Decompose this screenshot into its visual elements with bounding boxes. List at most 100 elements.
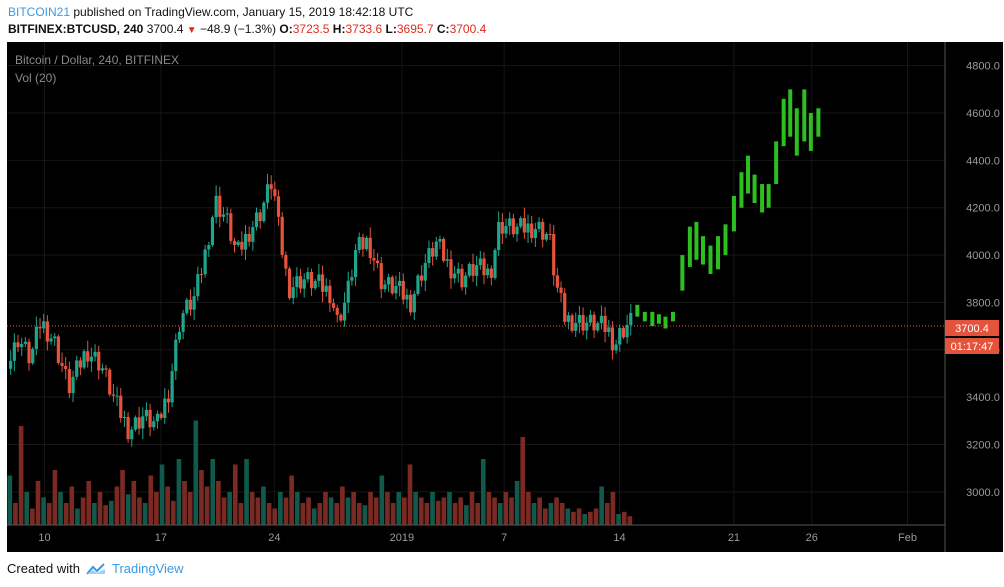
- candle-body: [552, 233, 556, 276]
- price-tick-label: 3000.0: [966, 487, 1000, 499]
- candle-body: [265, 184, 270, 203]
- candle-body: [416, 275, 420, 294]
- candle-body: [482, 258, 486, 276]
- candle-body: [504, 225, 508, 234]
- volume-bar: [362, 505, 368, 525]
- candle-body: [445, 259, 449, 261]
- candle-body: [618, 327, 622, 345]
- candle-body: [438, 238, 442, 242]
- candle-body: [530, 223, 534, 238]
- price-tick-label: 4200.0: [966, 203, 1000, 215]
- volume-bar: [503, 492, 509, 525]
- volume-bar: [559, 503, 565, 525]
- volume-indicator-label[interactable]: Vol (20): [15, 71, 56, 85]
- candle-body: [537, 221, 541, 230]
- candle-body: [67, 369, 71, 394]
- volume-bar: [548, 503, 554, 525]
- time-tick-label: 14: [613, 532, 625, 544]
- volume-bar: [351, 492, 356, 525]
- volume-bar: [244, 459, 249, 525]
- candle-body: [548, 233, 552, 235]
- projection-bar: [680, 255, 685, 291]
- volume-bar: [103, 505, 108, 525]
- candle-body: [449, 259, 453, 279]
- candle-body: [486, 268, 490, 276]
- publish-line: BITCOIN21 published on TradingView.com, …: [8, 5, 413, 19]
- author-link[interactable]: BITCOIN21: [8, 5, 71, 19]
- volume-bar: [317, 503, 323, 525]
- candle-body: [368, 237, 372, 258]
- volume-bar: [75, 508, 80, 525]
- published-text: published on TradingView.com, January 15…: [70, 5, 414, 19]
- candle-body: [500, 222, 504, 234]
- volume-bar: [402, 497, 407, 525]
- volume-bar: [294, 492, 300, 525]
- volume-bar: [447, 492, 452, 525]
- candle-body: [467, 264, 471, 276]
- candle-body: [56, 336, 60, 363]
- time-tick-label: Feb: [898, 532, 917, 544]
- candle-body: [207, 245, 211, 250]
- volume-bar: [187, 492, 193, 525]
- candle-body: [331, 303, 336, 308]
- down-arrow-icon: ▼: [186, 25, 197, 36]
- volume-bar: [452, 503, 458, 525]
- projection-bar: [739, 172, 744, 208]
- candle-body: [82, 351, 86, 368]
- candle-body: [309, 272, 314, 289]
- projection-bar: [752, 174, 757, 203]
- candle-body: [240, 241, 244, 250]
- candle-body: [97, 351, 101, 371]
- volume-bar: [7, 475, 13, 525]
- candle-body: [563, 293, 567, 322]
- volume-bar: [424, 503, 430, 525]
- chart-area[interactable]: Bitcoin / Dollar, 240, BITFINEX Vol (20)…: [7, 42, 1003, 552]
- time-axis[interactable]: 10 17 24 2019 7 14 21 26 Feb: [38, 532, 917, 544]
- volume-bar: [509, 497, 514, 525]
- candle-body: [221, 214, 226, 217]
- candle-body: [181, 313, 185, 332]
- volume-bar: [216, 481, 221, 525]
- candle-body: [394, 285, 398, 294]
- candle-body: [243, 233, 248, 250]
- candle-body: [23, 341, 27, 344]
- volume-bar: [266, 503, 272, 525]
- candle-body: [111, 394, 116, 396]
- volume-bar: [588, 511, 593, 525]
- volume-bar: [120, 470, 125, 525]
- candle-body: [144, 409, 149, 417]
- tradingview-brand[interactable]: TradingView: [111, 561, 184, 576]
- candle-body: [45, 321, 49, 342]
- volume-bar: [13, 503, 18, 525]
- volume-bar: [554, 497, 559, 525]
- change-value: −48.9 (−1.3%): [200, 22, 277, 36]
- volume-bar: [108, 500, 114, 525]
- candle-body: [141, 416, 145, 429]
- volume-bar: [41, 497, 46, 525]
- projection-bar: [746, 155, 751, 194]
- candle-body: [53, 336, 57, 339]
- candle-body: [42, 321, 46, 329]
- candle-body: [64, 366, 68, 370]
- candle-body: [229, 213, 233, 241]
- volume-bar: [576, 508, 582, 525]
- chart-title: Bitcoin / Dollar, 240, BITFINEX: [15, 53, 179, 67]
- volume-bar: [582, 514, 588, 525]
- volume-bar: [272, 508, 278, 525]
- candle-body: [199, 274, 204, 276]
- price-tick-label: 3800.0: [966, 297, 1000, 309]
- candle-body: [12, 342, 16, 361]
- volume-bar: [565, 508, 571, 525]
- candle-body: [420, 275, 424, 281]
- candle-body: [401, 280, 405, 300]
- candle-body: [148, 409, 152, 428]
- volume-bar: [35, 481, 41, 525]
- price-axis[interactable]: 3000.03200.03400.03600.03800.04000.04200…: [966, 61, 1000, 499]
- volume-bar: [176, 459, 182, 525]
- candle-body: [555, 275, 559, 288]
- volume-bar: [492, 497, 497, 525]
- volume-bar: [125, 494, 131, 525]
- volume-bar: [46, 503, 52, 525]
- candle-body: [71, 376, 75, 394]
- price-chart[interactable]: Bitcoin / Dollar, 240, BITFINEX Vol (20)…: [7, 42, 1003, 552]
